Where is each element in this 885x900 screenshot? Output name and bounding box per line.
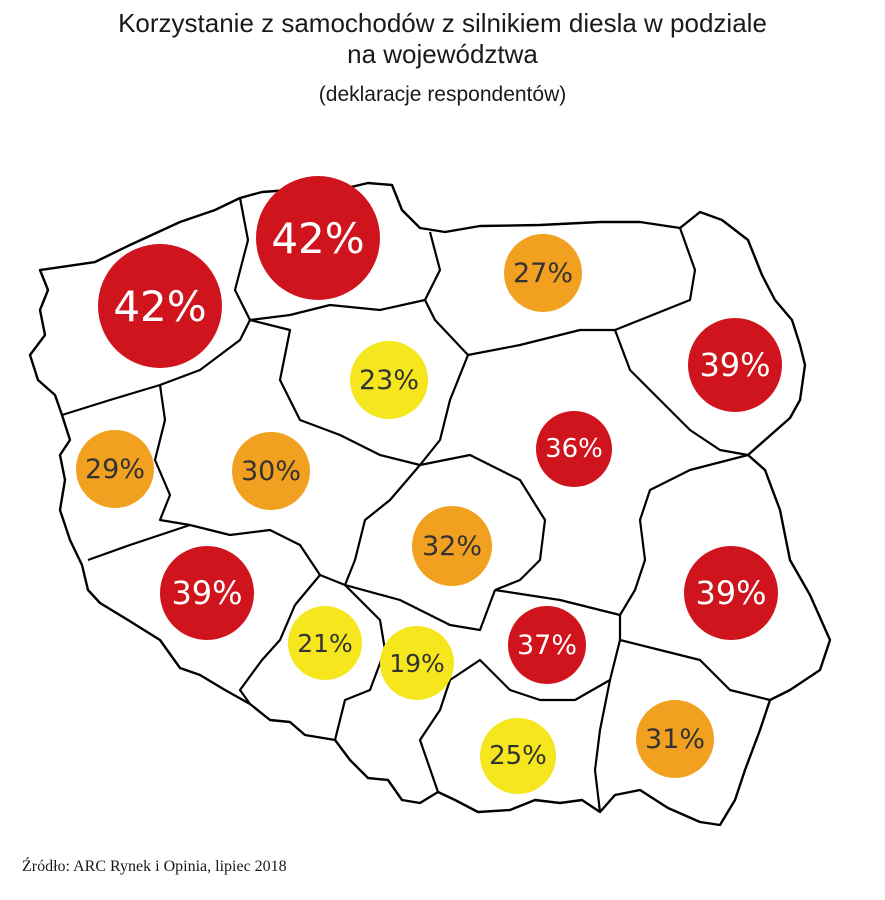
border-podl-maz [613,329,749,457]
value-label: 29% [84,453,145,485]
value-label: 32% [421,530,482,562]
border-kp-wlkp [249,318,421,467]
border-wlkp-lodz [319,464,421,587]
country-outline [28,181,832,827]
bubble-podkarpackie: 31% [636,700,714,778]
border-wm-podl [614,227,697,332]
value-label: 23% [358,364,419,396]
bubble-podlaskie: 39% [688,318,782,412]
value-label: 39% [171,574,243,612]
bubble-kujawsko-pomorskie: 23% [350,341,428,419]
bubble-dolnoslaskie: 39% [160,546,254,640]
border-opol-slask [333,584,387,741]
border-lub-wlkp [153,384,191,527]
border-lodz-maz [419,453,547,592]
border-swk-maz [494,588,621,617]
border-kp-maz [419,354,470,466]
border-zp-pom [233,197,251,321]
bubble-lodzkie: 32% [412,506,492,586]
map-title-line-2: na województwa [347,39,538,69]
border-zp-lub [61,319,251,417]
bubble-warminsko-mazurskie: 27% [504,234,582,312]
bubble-lubuskie: 29% [76,430,154,508]
bubble-malopolskie: 25% [480,718,556,794]
value-label: 42% [271,213,365,263]
border-lodz-swk [344,583,497,632]
border-lubel-podk [619,638,771,702]
value-label: 42% [113,281,207,331]
bubble-mazowieckie: 36% [536,411,612,487]
source-note: Źródło: ARC Rynek i Opinia, lipiec 2018 [22,858,287,875]
value-label: 27% [512,257,573,289]
map-title-line-1: Korzystanie z samochodów z silnikiem die… [118,8,767,38]
bubble-lubelskie: 39% [684,546,778,640]
map-subtitle: (deklaracje respondentów) [318,83,567,106]
value-label: 25% [489,741,547,771]
bubble-slaskie: 19% [380,626,454,700]
value-label: 30% [240,455,301,487]
border-dol-opol [238,604,297,705]
map-title: Korzystanie z samochodów z silnikiem die… [0,8,885,70]
value-label: 36% [545,434,603,464]
bubble-zachodniopomorskie: 42% [98,244,222,368]
border-wlkp-dol [189,523,322,606]
bubble-wielkopolskie: 30% [232,432,310,510]
border-pom-kp [249,298,426,322]
border-wm-maz [467,328,615,357]
value-label: 39% [695,574,767,612]
value-label: 39% [699,346,771,384]
border-swk-malo [449,615,622,702]
bubble-opolskie: 21% [288,606,362,680]
bubble-swietokrzyskie: 37% [508,606,586,684]
value-label: 37% [516,629,577,661]
value-label: 31% [644,723,705,755]
border-malo-podk [593,679,612,813]
value-label: 19% [389,648,445,678]
bubble-pomorskie: 42% [256,176,380,300]
value-label: 21% [297,628,353,658]
border-maz-lubel [619,453,749,616]
border-lub-dol [87,523,191,562]
